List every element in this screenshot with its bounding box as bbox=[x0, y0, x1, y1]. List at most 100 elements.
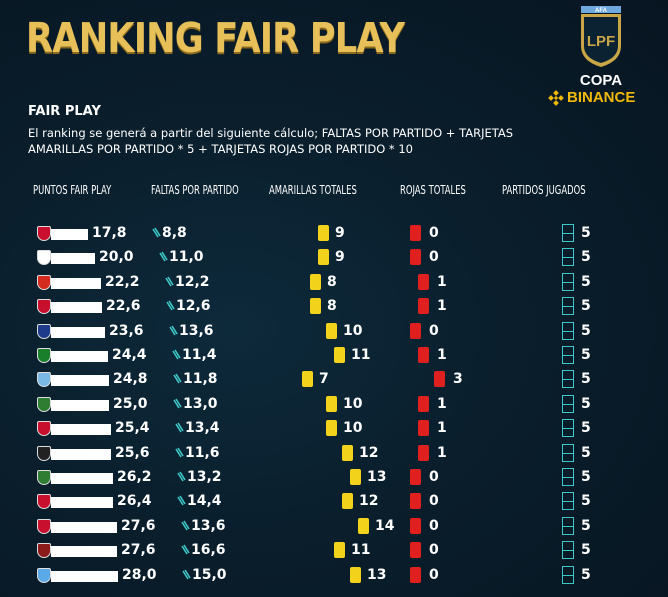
matches-played: 5 bbox=[581, 371, 591, 388]
pitch-icon bbox=[562, 224, 574, 242]
pitch-icon bbox=[562, 248, 574, 267]
afa-label: AFA bbox=[595, 8, 608, 14]
red-card-icon bbox=[410, 493, 421, 510]
red-cards-total: 0 bbox=[429, 249, 439, 266]
red-card-icon bbox=[410, 249, 421, 266]
fair-play-bar bbox=[51, 546, 117, 558]
team-crest-icon bbox=[37, 372, 51, 388]
fair-play-bar bbox=[51, 424, 111, 436]
table-row: 22,6 12,6 8 1 5 bbox=[0, 297, 668, 317]
yellow-card-icon bbox=[326, 395, 337, 412]
pitch-icon bbox=[562, 443, 574, 462]
yellow-cards-total: 9 bbox=[335, 249, 345, 266]
team-crest-icon bbox=[37, 396, 51, 412]
whistle-icon bbox=[177, 471, 186, 482]
fair-play-points: 27,6 bbox=[121, 517, 156, 534]
red-cards-total: 0 bbox=[429, 566, 439, 583]
fair-play-points: 25,0 bbox=[113, 395, 148, 412]
binance-text: BINANCE bbox=[567, 89, 636, 106]
red-card-icon bbox=[434, 371, 445, 388]
yellow-cards-total: 9 bbox=[335, 225, 345, 241]
header-partidos: PARTIDOS JUGADOS bbox=[502, 183, 586, 197]
red-cards-total: 1 bbox=[437, 298, 447, 315]
fair-play-bar bbox=[51, 570, 118, 582]
yellow-cards-total: 10 bbox=[343, 322, 363, 339]
pitch-icon bbox=[562, 492, 574, 511]
yellow-card-icon bbox=[310, 298, 321, 315]
fair-play-bar bbox=[51, 302, 102, 314]
red-cards-total: 0 bbox=[429, 542, 439, 559]
yellow-card-icon bbox=[326, 420, 337, 437]
header-rojas: ROJAS TOTALES bbox=[400, 183, 466, 197]
fair-play-bar bbox=[51, 473, 113, 484]
yellow-cards-total: 12 bbox=[359, 493, 379, 510]
red-card-icon bbox=[410, 517, 421, 534]
red-card-icon bbox=[410, 542, 421, 559]
fair-play-bar bbox=[51, 521, 117, 533]
pitch-icon bbox=[562, 370, 574, 389]
fair-play-bar bbox=[51, 448, 111, 460]
lpf-label: LPF bbox=[587, 33, 615, 50]
pitch-icon bbox=[562, 468, 574, 486]
red-card-icon bbox=[418, 444, 429, 461]
section-subtitle: FAIR PLAY bbox=[28, 104, 101, 119]
header-puntos: PUNTOS FAIR PLAY bbox=[33, 183, 112, 197]
table-row: 28,0 15,0 13 0 5 bbox=[0, 565, 668, 586]
table-row: 26,4 14,4 12 0 5 bbox=[0, 492, 668, 512]
fair-play-bar bbox=[51, 253, 95, 265]
fair-play-points: 22,2 bbox=[105, 273, 140, 290]
header-amarillas: AMARILLAS TOTALES bbox=[269, 183, 357, 197]
pitch-icon bbox=[562, 419, 574, 438]
matches-played: 5 bbox=[581, 542, 591, 559]
matches-played: 5 bbox=[581, 322, 591, 339]
fair-play-bar bbox=[51, 229, 88, 240]
matches-played: 5 bbox=[581, 444, 591, 461]
red-card-icon bbox=[418, 298, 429, 315]
team-crest-icon bbox=[37, 348, 51, 363]
team-crest-icon bbox=[37, 567, 51, 583]
calculation-description: El ranking se generá a partir del siguie… bbox=[28, 126, 514, 156]
yellow-card-icon bbox=[326, 322, 337, 339]
red-card-icon bbox=[418, 395, 429, 412]
table-row: 22,2 12,2 8 1 5 bbox=[0, 272, 668, 293]
fair-play-points: 24,8 bbox=[113, 371, 148, 388]
yellow-cards-total: 13 bbox=[367, 469, 387, 485]
yellow-card-icon bbox=[334, 542, 345, 559]
fair-play-bar bbox=[51, 375, 109, 387]
red-card-icon bbox=[418, 420, 429, 437]
fair-play-points: 27,6 bbox=[121, 542, 156, 559]
team-crest-icon bbox=[37, 226, 51, 241]
pitch-icon bbox=[562, 516, 574, 535]
fouls-per-match: 11,4 bbox=[182, 347, 217, 363]
fouls-per-match: 12,2 bbox=[175, 273, 210, 290]
table-row: 25,0 13,0 10 1 5 bbox=[0, 394, 668, 415]
team-crest-icon bbox=[37, 445, 51, 461]
fair-play-bar bbox=[51, 497, 113, 509]
yellow-card-icon bbox=[302, 371, 313, 388]
team-crest-icon bbox=[37, 274, 51, 290]
matches-played: 5 bbox=[581, 273, 591, 290]
team-crest-icon bbox=[37, 421, 51, 437]
yellow-card-icon bbox=[318, 249, 329, 266]
whistle-icon bbox=[172, 349, 181, 360]
pitch-icon bbox=[562, 541, 574, 560]
whistle-icon bbox=[166, 300, 175, 311]
fouls-per-match: 15,0 bbox=[192, 566, 227, 583]
fair-play-points: 26,2 bbox=[117, 469, 152, 485]
pitch-icon bbox=[562, 394, 574, 413]
red-card-icon bbox=[410, 322, 421, 339]
table-row: 23,6 13,6 10 0 5 bbox=[0, 321, 668, 342]
fair-play-bar bbox=[51, 351, 108, 362]
matches-played: 5 bbox=[581, 517, 591, 534]
whistle-icon bbox=[169, 325, 178, 336]
matches-played: 5 bbox=[581, 249, 591, 266]
yellow-card-icon bbox=[342, 493, 353, 510]
lpf-shield-icon: AFA LPF bbox=[581, 6, 621, 67]
matches-played: 5 bbox=[581, 566, 591, 583]
table-row: 20,0 11,0 9 0 5 bbox=[0, 248, 668, 268]
table-row: 25,4 13,4 10 1 5 bbox=[0, 419, 668, 439]
fair-play-points: 23,6 bbox=[109, 322, 144, 339]
whistle-icon bbox=[175, 447, 184, 458]
pitch-icon bbox=[562, 565, 574, 584]
yellow-cards-total: 10 bbox=[343, 395, 363, 412]
